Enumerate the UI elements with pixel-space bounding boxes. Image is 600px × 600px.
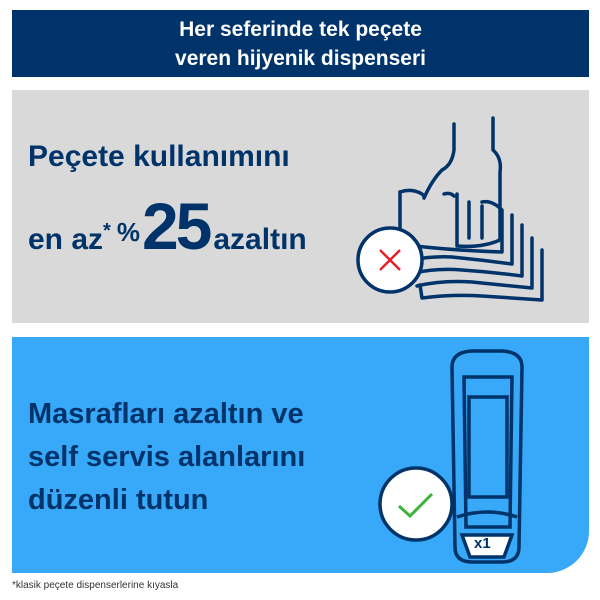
header-banner: Her seferinde tek peçete veren hijyenik … (12, 10, 589, 77)
panel1-line2: en az * % 25 azaltın (28, 188, 307, 264)
hand-napkins-icon (356, 116, 544, 302)
dispenser-label: x1 (474, 535, 491, 552)
footnote: *klasik peçete dispenserlerine kıyasla (12, 580, 179, 591)
asterisk: * (103, 220, 111, 242)
cost-saving-panel: Masrafları azaltın ve self servis alanla… (12, 337, 589, 573)
panel1-line1: Peçete kullanımını (28, 140, 290, 173)
percent-value: 25 (141, 189, 212, 263)
panel2-line1: Masrafları azaltın ve (28, 398, 304, 430)
check-mark-icon (378, 466, 454, 542)
percent-sign: % (116, 217, 140, 247)
panel2-line3: düzenli tutun (28, 484, 209, 516)
prefix-text: en az (28, 223, 104, 256)
header-line-1: Her seferinde tek peçete (179, 17, 422, 41)
suffix-text: azaltın (213, 223, 307, 256)
napkin-usage-panel: Peçete kullanımını en az * % 25 azaltın (12, 90, 589, 323)
dispenser-icon (450, 349, 524, 564)
x-mark-icon (379, 249, 401, 271)
header-line-2: veren hijyenik dispenseri (175, 46, 426, 70)
panel2-line2: self servis alanlarını (28, 441, 306, 473)
panel2-text: Masrafları azaltın ve self servis alanla… (28, 393, 305, 522)
